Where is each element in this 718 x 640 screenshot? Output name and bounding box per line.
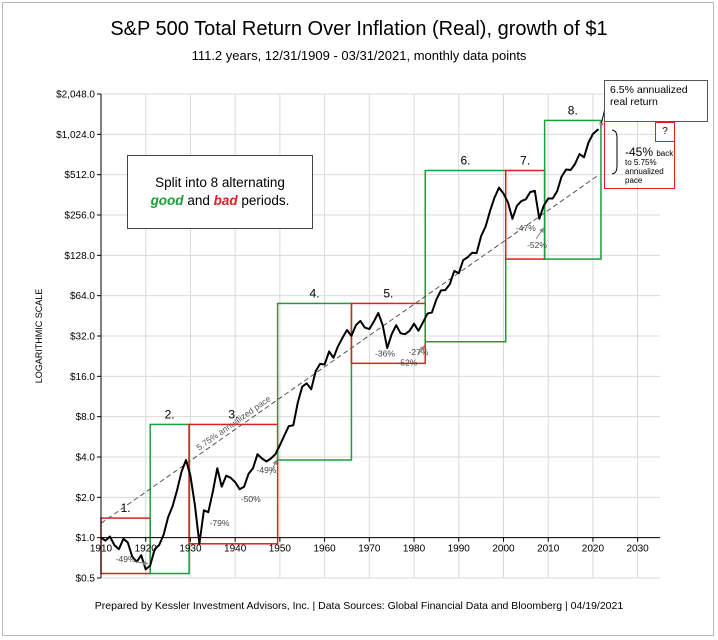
chart-subtitle: 111.2 years, 12/31/1909 - 03/31/2021, mo… <box>191 48 527 63</box>
x-tick-label: 1940 <box>224 544 247 555</box>
series-line <box>100 128 600 571</box>
legend-good: good <box>150 193 184 208</box>
drawdown-arrow <box>135 560 149 566</box>
y-axis-label: LOGARITHMIC SCALE <box>34 289 44 384</box>
y-tick-label: $1.0 <box>76 533 96 544</box>
callout-line1: 6.5% annualized <box>610 84 688 96</box>
drawdown-label: -47% <box>516 223 536 233</box>
x-tick-label: 1970 <box>358 544 381 555</box>
axes-group: $0.5 $1.0 $2.0 $4.0 $8.0 $16.0 $32.0 $64.0 $128.… <box>34 90 660 585</box>
period-label: 4. <box>310 286 320 300</box>
legend-box: Split into 8 alternating good and bad pe… <box>127 155 313 229</box>
x-tick-label: 1950 <box>269 544 292 555</box>
period-label: 1. <box>121 501 131 515</box>
y-tick-label: $1,024.0 <box>56 130 95 141</box>
drawdown-label: -27% <box>409 347 429 357</box>
y-tick-label: $256.0 <box>64 211 95 222</box>
period-box-6 <box>424 169 507 343</box>
y-tick-label: $128.0 <box>64 251 95 262</box>
y-tick-label: $8.0 <box>76 412 96 423</box>
question-box: ? <box>655 122 675 142</box>
x-tick-label: 1930 <box>179 544 202 555</box>
drawdown-label: -52% <box>397 358 417 368</box>
drawdown-label: -36% <box>375 348 395 358</box>
y-tick-label: $2,048.0 <box>56 90 95 101</box>
period-label: 3. <box>228 407 238 421</box>
annotations-group: -49%-79%-50%-49%-36%-52%-27%-47%-52% <box>116 103 618 566</box>
x-tick-label: 1920 <box>135 544 158 555</box>
note-back: back <box>656 149 674 158</box>
period-box-3 <box>188 423 279 545</box>
y-tick-label: $64.0 <box>70 291 95 302</box>
drawdown-label: -49% <box>257 465 277 475</box>
y-tick-label: $512.0 <box>64 170 95 181</box>
note-box <box>604 121 675 189</box>
drawdown-arrow <box>417 345 425 356</box>
legend-bad: bad <box>213 193 238 208</box>
period-label: 6. <box>460 154 470 168</box>
return-callout: 6.5% annualized real return <box>604 80 708 122</box>
chart-footer: Prepared by Kessler Investment Advisors,… <box>94 600 624 612</box>
chart-title: S&P 500 Total Return Over Inflation (Rea… <box>110 18 608 40</box>
drawdown-arrow <box>269 459 278 475</box>
series-group <box>100 128 600 571</box>
period-label: 5. <box>383 286 393 300</box>
legend-line2: good and bad periods. <box>128 192 312 210</box>
trend-line <box>100 174 599 524</box>
x-tick-label: 1960 <box>313 544 336 555</box>
legend-and: and <box>187 193 210 208</box>
x-tick-label: 2020 <box>582 544 605 555</box>
note-small: to 5.75% annualized pace <box>625 158 664 185</box>
period-label: 8. <box>568 103 578 117</box>
period-label: 2. <box>165 407 175 421</box>
drawdown-label: -79% <box>210 518 230 528</box>
drawdown-arrow <box>535 227 545 240</box>
legend-line1: Split into 8 alternating <box>155 175 285 190</box>
trend-label: 5.75% annualized pace <box>194 393 272 452</box>
y-tick-label: $16.0 <box>70 372 95 383</box>
x-tick-label: 2010 <box>537 544 560 555</box>
x-tick-label: 1990 <box>448 544 471 555</box>
callout-line2: real return <box>610 96 658 108</box>
drawdown-label: -52% <box>527 240 547 250</box>
period-box-4 <box>276 302 353 461</box>
period-box-8 <box>543 119 602 260</box>
period-label: 7. <box>520 154 530 168</box>
y-tick-label: $0.5 <box>76 574 96 585</box>
note-big: -45% back <box>625 145 673 159</box>
bracket <box>611 129 618 175</box>
drawdown-label: -49% <box>116 554 136 564</box>
note-percent: -45% <box>625 145 654 159</box>
y-tick-label: $2.0 <box>76 493 96 504</box>
x-tick-label: 2000 <box>492 544 515 555</box>
x-tick-label: 2030 <box>627 544 650 555</box>
legend-end: periods. <box>241 193 290 208</box>
x-tick-label: 1980 <box>403 544 426 555</box>
y-tick-label: $32.0 <box>70 332 95 343</box>
period-boxes: 1. 2. 3. 4. 5. 6. 7. 8. <box>100 103 602 575</box>
y-tick-label: $4.0 <box>76 453 96 464</box>
drawdown-label: -50% <box>241 494 261 504</box>
